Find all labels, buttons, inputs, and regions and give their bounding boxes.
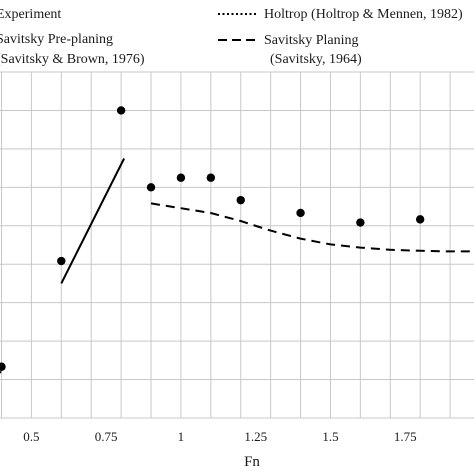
- x-axis-label: Fn: [244, 454, 260, 470]
- experiment-point-2: [116, 106, 126, 115]
- legend: Experiment Savitsky Pre-planing (Savitsk…: [0, 7, 463, 67]
- legend-experiment-label: Experiment: [0, 7, 61, 22]
- experiment-point-5: [206, 173, 216, 182]
- legend-savitsky-preplaning-ref: (Savitsky & Brown, 1976): [0, 52, 145, 67]
- experiment-point-6: [236, 195, 245, 205]
- x-tick-label-5: 1.75: [394, 429, 417, 444]
- experiment-point-7: [296, 208, 305, 218]
- experiment-point-1: [57, 256, 66, 266]
- legend-savitsky-preplaning-label: Savitsky Pre-planing: [0, 32, 113, 47]
- savitsky-preplaning-line: [60, 158, 125, 284]
- experiment-point-9: [415, 215, 425, 224]
- legend-savitsky-planing-label: Savitsky Planing: [264, 33, 359, 48]
- x-tick-label-0: 0.5: [23, 429, 39, 444]
- experiment-point-0: [0, 362, 6, 371]
- x-tick-labels: 0.5 0.75 1 1.25 1.5 1.75: [23, 429, 416, 444]
- experiment-point-3: [146, 183, 156, 192]
- experiment-point-8: [356, 218, 365, 227]
- x-tick-label-1: 0.75: [95, 429, 118, 444]
- grid-lines: [0, 71, 474, 419]
- legend-holtrop-label: Holtrop (Holtrop & Mennen, 1982): [264, 7, 463, 22]
- x-tick-label-2: 1: [178, 429, 185, 444]
- experiment-point-4: [176, 173, 186, 182]
- holtrop-curve: [0, 368, 3, 374]
- savitsky-planing-curve: [150, 202, 474, 253]
- x-tick-label-3: 1.25: [244, 429, 267, 444]
- legend-savitsky-planing-ref: (Savitsky, 1964): [270, 52, 362, 67]
- x-tick-label-4: 1.5: [322, 429, 338, 444]
- series-layer: [0, 106, 474, 374]
